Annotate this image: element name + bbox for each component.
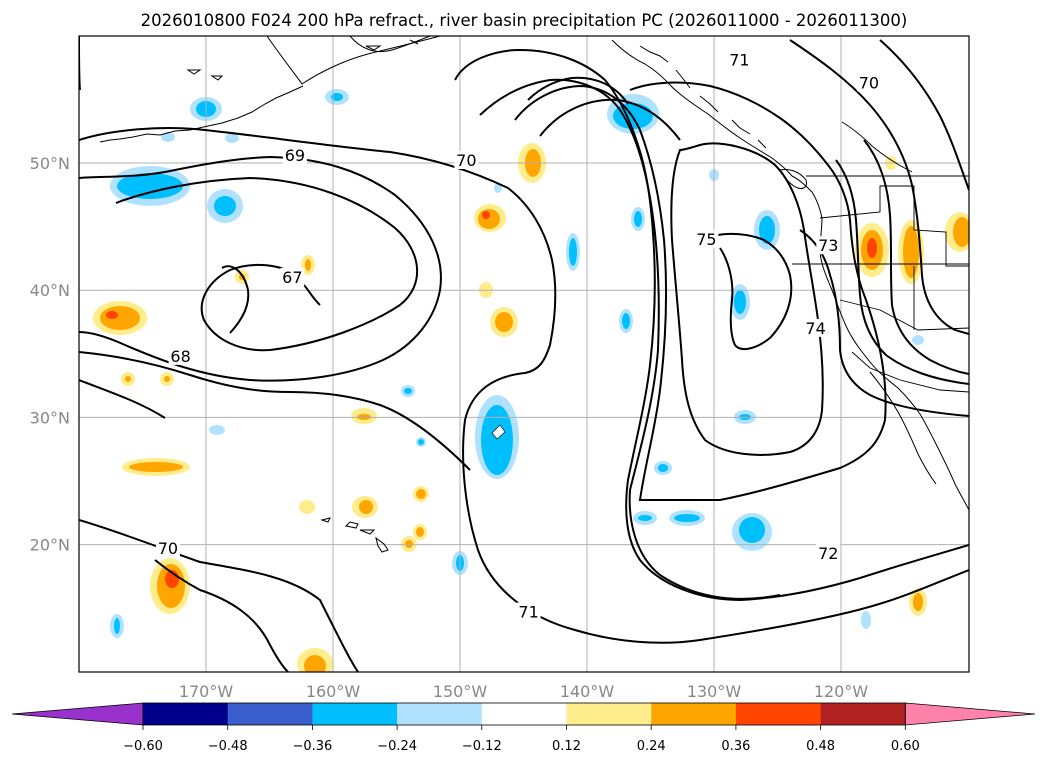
colorbar-tick-label: 0.24 xyxy=(637,739,666,754)
colorbar-segment xyxy=(397,703,483,725)
contour-label: 73 xyxy=(818,236,838,255)
contour-label-bg xyxy=(168,346,193,365)
contour-label-bg xyxy=(727,50,752,69)
political-borders xyxy=(792,121,969,393)
map-frame xyxy=(78,35,970,673)
figure-title: 2026010800 F024 200 hPa refract., river … xyxy=(141,11,908,30)
colorbar-frame xyxy=(142,702,906,726)
contour-label: 72 xyxy=(818,544,838,563)
contour-label-bg xyxy=(816,544,841,563)
positive-anomalies xyxy=(93,143,969,672)
colorbar-segment xyxy=(820,703,906,725)
contour-label-bg xyxy=(454,151,479,169)
map-panel: 69 70 71 70 67 68 75 73 74 70 71 72 xyxy=(78,35,970,673)
colorbar-tick-label: −0.60 xyxy=(123,739,163,754)
lon-tick-label: 120°W xyxy=(814,682,869,701)
contour-label: 70 xyxy=(456,151,476,170)
lat-tick-label: 50°N xyxy=(30,154,70,173)
contour-label: 71 xyxy=(518,603,538,622)
colorbar-segment xyxy=(227,703,313,725)
colorbar-segment xyxy=(143,703,229,725)
lon-tick-label: 170°W xyxy=(179,682,234,701)
lon-tick-label: 130°W xyxy=(687,682,742,701)
colorbar: −0.60 −0.48 −0.36 −0.24 −0.12 0.12 0.24 0.36 0.4… xyxy=(11,702,1036,754)
contour-label-bg xyxy=(694,229,719,248)
lat-tick-label: 20°N xyxy=(30,536,70,555)
lon-tick-label: 150°W xyxy=(433,682,488,701)
contour-label-bg xyxy=(282,145,307,164)
colorbar-tick-label: −0.12 xyxy=(462,739,502,754)
lon-tick-label: 160°W xyxy=(306,682,361,701)
contour-label: 71 xyxy=(729,51,749,70)
refractivity-contours xyxy=(79,36,969,672)
colorbar-extend-high xyxy=(904,702,1036,726)
contour-label-bg xyxy=(803,318,828,337)
contour-label: 68 xyxy=(170,347,190,366)
colorbar-tick-label: 0.12 xyxy=(552,739,581,754)
colorbar-segment xyxy=(566,703,652,725)
contour-label: 70 xyxy=(158,539,178,558)
contour-label-bg xyxy=(516,602,541,621)
precipitation-anomalies xyxy=(93,89,969,672)
contour-label-bg xyxy=(280,268,305,287)
lat-tick-label: 30°N xyxy=(30,408,70,427)
contour-label-bg xyxy=(816,236,841,255)
negative-anomalies xyxy=(110,89,924,638)
colorbar-tick-label: 0.48 xyxy=(806,739,835,754)
contour-label: 70 xyxy=(859,73,879,92)
contour-label-bg xyxy=(155,538,180,557)
colorbar-tick-label: 0.36 xyxy=(721,739,750,754)
lat-tick-label: 40°N xyxy=(30,281,70,300)
colorbar-tick-label: 0.60 xyxy=(891,739,920,754)
contour-labels: 69 70 71 70 67 68 75 73 74 70 71 72 xyxy=(155,50,881,622)
contour-label: 74 xyxy=(805,319,825,338)
colorbar-tick-label: −0.48 xyxy=(208,739,248,754)
colorbar-segment xyxy=(735,703,822,725)
colorbar-segment xyxy=(312,703,398,725)
lon-tick-label: 140°W xyxy=(560,682,615,701)
colorbar-tick-label: −0.24 xyxy=(377,739,417,754)
contour-label: 69 xyxy=(285,146,305,165)
colorbar-extend-low xyxy=(11,702,144,726)
colorbar-tick-label: −0.36 xyxy=(292,739,332,754)
colorbar-segment xyxy=(481,703,567,725)
contour-label: 67 xyxy=(282,268,302,287)
contour-label-bg xyxy=(856,73,881,92)
contour-label: 75 xyxy=(696,230,716,249)
axis-labels: 170°W 160°W 150°W 140°W 130°W 120°W 50°N 40°N 30… xyxy=(30,154,869,701)
colorbar-segment xyxy=(651,703,737,725)
